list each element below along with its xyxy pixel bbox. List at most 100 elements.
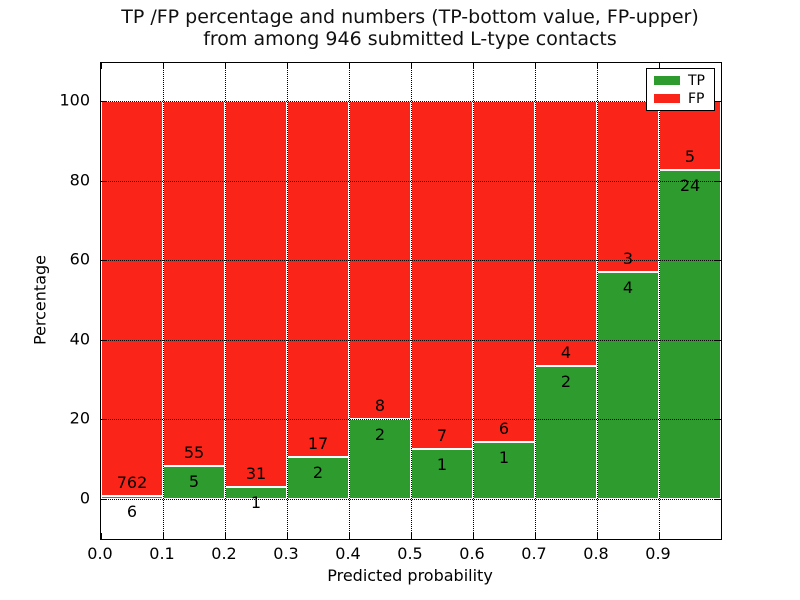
bar-count-fp: 7: [436, 426, 448, 446]
x-tick-label: 0.3: [273, 544, 299, 563]
y-tick: [101, 260, 107, 262]
x-tick-label: 0.2: [211, 544, 237, 563]
bar-segment-tp: [659, 169, 721, 499]
bar-segment-fp: [163, 101, 225, 466]
bar-count-tp: 1: [498, 448, 510, 468]
x-tick: [535, 63, 536, 69]
x-tick-label: 0.4: [335, 544, 361, 563]
x-tick-label: 0.9: [645, 544, 671, 563]
y-tick-label: 20: [69, 408, 90, 428]
bar-segment-fp: [473, 101, 535, 443]
x-tick: [163, 533, 164, 539]
chart-title: TP /FP percentage and numbers (TP-bottom…: [100, 6, 720, 50]
bar-count-fp: 762: [116, 472, 148, 492]
bar-segment-tp: [101, 495, 163, 499]
x-tick: [597, 533, 598, 539]
bar-segment-tp: [163, 465, 225, 499]
bar-segment-fp: [411, 101, 473, 450]
legend-swatch-tp: [654, 76, 680, 85]
x-gridline: [535, 63, 536, 539]
bar-count-tp: 2: [312, 463, 324, 483]
x-tick: [287, 533, 288, 539]
legend-label: FP: [688, 90, 705, 107]
y-tick-label: 40: [69, 329, 90, 349]
x-tick-label: 0.6: [459, 544, 485, 563]
bar-count-fp: 4: [560, 343, 572, 363]
legend-entry: FP: [654, 92, 707, 106]
bar-count-tp: 1: [250, 492, 262, 512]
x-gridline: [659, 63, 660, 539]
x-tick: [225, 63, 226, 69]
y-tick: [101, 339, 107, 341]
x-tick-label: 0.8: [583, 544, 609, 563]
bar-segment-tp: [597, 271, 659, 499]
bar-segment-fp: [225, 101, 287, 487]
bar-segment-fp: [597, 101, 659, 272]
legend: TP FP: [646, 68, 715, 111]
x-tick: [473, 533, 474, 539]
bar-count-fp: 6: [498, 419, 510, 439]
y-tick: [101, 101, 107, 102]
legend-label: TP: [688, 72, 705, 89]
bar-count-tp: 2: [374, 425, 386, 445]
bar-count-fp: 3: [622, 248, 634, 268]
bar-count-tp: 2: [560, 372, 572, 392]
y-tick: [715, 499, 721, 500]
x-gridline: [411, 63, 412, 539]
bar-segment-tp: [287, 457, 349, 499]
x-tick: [349, 63, 350, 69]
x-tick-label: 0.5: [397, 544, 423, 563]
x-tick: [225, 533, 226, 539]
y-tick: [715, 339, 721, 341]
x-tick: [659, 533, 660, 539]
x-gridline: [163, 63, 164, 539]
bar-count-fp: 8: [374, 396, 386, 416]
x-tick: [287, 63, 288, 69]
y-tick: [101, 419, 107, 421]
x-tick: [659, 63, 660, 69]
x-tick-label: 0.0: [87, 544, 113, 563]
y-tick-label: 60: [69, 249, 90, 269]
bar-count-tp: 24: [679, 175, 701, 195]
x-gridline: [597, 63, 598, 539]
y-tick: [101, 180, 107, 182]
y-tick-label: 100: [59, 90, 90, 110]
bar-segment-fp: [287, 101, 349, 458]
y-tick-label: 80: [69, 170, 90, 190]
y-tick: [715, 101, 721, 102]
bar-segment-fp: [535, 101, 597, 367]
x-tick: [535, 533, 536, 539]
bar-segment-fp: [101, 101, 163, 496]
x-tick: [349, 533, 350, 539]
bar-count-tp: 6: [126, 501, 138, 521]
bar-segment-fp: [659, 101, 721, 170]
x-tick: [411, 533, 412, 539]
x-tick: [101, 63, 102, 69]
y-tick: [715, 260, 721, 262]
bar-count-fp: 55: [183, 442, 205, 462]
x-tick: [597, 63, 598, 69]
x-tick-label: 0.1: [149, 544, 175, 563]
plot-area: 762 6 55 5 31 1 17 2 8 2 7 1 6 1 4 2 3 4 5 24: [100, 62, 722, 540]
bar-count-fp: 31: [245, 463, 267, 483]
x-tick: [163, 63, 164, 69]
chart-title-line1: TP /FP percentage and numbers (TP-bottom…: [121, 6, 699, 28]
y-tick: [715, 180, 721, 182]
bar-count-fp: 17: [307, 434, 329, 454]
bar-count-fp: 5: [684, 146, 696, 166]
legend-swatch-fp: [654, 94, 680, 103]
y-axis-label: Percentage: [30, 254, 50, 346]
bar-count-tp: 1: [436, 455, 448, 475]
legend-entry: TP: [654, 74, 707, 88]
y-tick: [101, 499, 107, 500]
y-tick-label: 0: [79, 488, 90, 508]
x-gridline: [287, 63, 288, 539]
x-tick: [101, 533, 102, 539]
x-gridline: [225, 63, 226, 539]
x-tick: [411, 63, 412, 69]
x-tick-label: 0.7: [521, 544, 547, 563]
x-gridline: [473, 63, 474, 539]
chart-title-line2: from among 946 submitted L-type contacts: [203, 27, 617, 50]
x-gridline: [349, 63, 350, 539]
bar-count-tp: 5: [188, 471, 200, 491]
